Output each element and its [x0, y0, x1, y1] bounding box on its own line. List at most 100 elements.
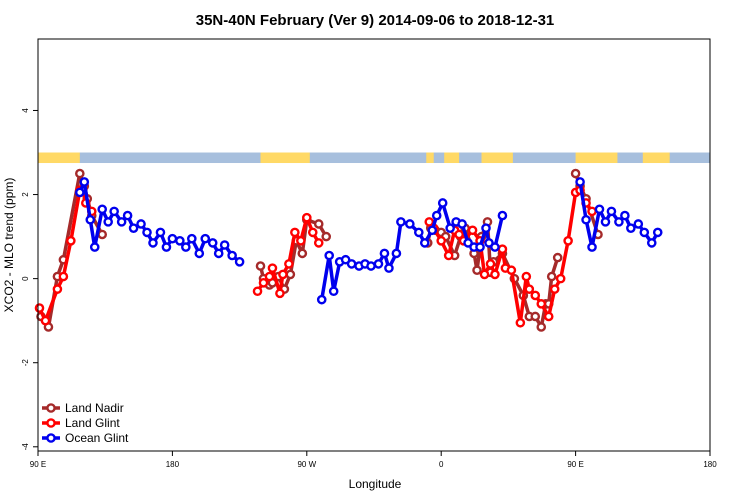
data-point	[136, 219, 146, 229]
data-point	[515, 317, 526, 328]
data-point	[346, 259, 357, 269]
plot-frame	[37, 38, 711, 452]
data-point	[490, 269, 500, 280]
data-point	[391, 248, 402, 259]
data-point	[285, 269, 296, 280]
data-point	[467, 225, 478, 236]
x-axis: 90 E 180 90 W 0 90 E 180	[30, 451, 717, 469]
data-point	[543, 311, 554, 322]
data-point	[587, 206, 597, 217]
data-point	[620, 210, 630, 221]
data-point	[109, 206, 119, 217]
data-point	[536, 299, 547, 309]
data-point	[396, 217, 406, 227]
data-point	[258, 278, 269, 288]
data-point	[549, 284, 560, 294]
data-point	[267, 263, 278, 273]
data-point	[97, 204, 108, 215]
data-point	[424, 217, 435, 227]
data-point	[296, 235, 306, 246]
data-point	[479, 269, 490, 280]
data-point	[384, 263, 394, 273]
data-point	[431, 210, 442, 221]
data-point	[413, 227, 424, 238]
data-point	[284, 259, 294, 269]
data-point	[575, 177, 585, 187]
data-point	[187, 233, 197, 244]
data-point	[419, 238, 430, 248]
land-segment	[38, 152, 80, 164]
data-point	[530, 311, 541, 322]
data-point	[52, 284, 63, 294]
data-point	[122, 210, 133, 221]
data-point	[581, 214, 591, 225]
data-point	[75, 187, 85, 198]
y-tick-label: -4	[21, 443, 30, 451]
chart-title: 35N-40N February (Ver 9) 2014-09-06 to 2…	[196, 12, 555, 29]
land-segment	[426, 152, 434, 164]
data-point	[313, 238, 324, 248]
data-point	[445, 223, 455, 233]
data-point	[97, 229, 108, 240]
data-point	[321, 231, 332, 242]
data-point	[594, 204, 605, 215]
legend-label: Land Nadir	[65, 401, 124, 415]
data-point	[437, 198, 448, 208]
data-point	[555, 273, 566, 284]
land-ocean-band	[38, 152, 710, 164]
data-point	[490, 242, 500, 252]
data-point	[497, 244, 508, 255]
data-point	[324, 250, 335, 261]
land-segment	[444, 152, 460, 164]
data-point	[155, 227, 166, 238]
data-point	[252, 286, 263, 297]
data-point	[457, 219, 467, 229]
legend-swatch-point	[46, 403, 56, 413]
x-axis-label: Longitude	[349, 477, 402, 491]
land-segment	[642, 152, 670, 164]
data-point	[484, 238, 494, 248]
data-point	[85, 214, 96, 225]
data-point	[379, 248, 390, 259]
data-point	[213, 248, 224, 259]
data-point	[103, 217, 113, 227]
data-point	[328, 286, 339, 297]
data-point	[255, 261, 266, 271]
data-point	[290, 227, 300, 238]
legend-item: Ocean Glint	[42, 431, 129, 445]
data-point	[552, 252, 563, 263]
data-point	[66, 235, 76, 246]
x-tick-label: 90 E	[567, 460, 583, 469]
data-point	[40, 315, 51, 326]
data-point	[639, 227, 650, 238]
data-point	[536, 322, 547, 332]
data-point	[626, 223, 636, 233]
legend-swatch-point	[46, 433, 56, 443]
x-tick-label: 90 W	[297, 460, 316, 469]
data-point	[227, 250, 237, 261]
data-point	[524, 284, 535, 294]
legend-swatch-point	[46, 418, 56, 428]
data-point	[161, 242, 172, 252]
data-point	[563, 235, 573, 246]
data-point	[148, 238, 158, 248]
data-point	[89, 242, 100, 252]
series-ocean-glint	[75, 177, 663, 305]
data-point	[34, 303, 45, 313]
data-point	[297, 248, 308, 259]
data-point	[278, 269, 288, 280]
data-point	[485, 259, 496, 269]
x-tick-label: 180	[166, 460, 180, 469]
legend-label: Land Glint	[65, 416, 120, 430]
data-point	[614, 217, 624, 227]
data-point	[307, 227, 318, 238]
y-tick-label: -2	[21, 359, 30, 367]
ocean-band	[38, 152, 710, 164]
data-point	[142, 227, 152, 238]
data-point	[600, 217, 611, 227]
data-point	[646, 238, 657, 248]
land-segment	[575, 152, 618, 164]
data-point	[366, 261, 376, 271]
